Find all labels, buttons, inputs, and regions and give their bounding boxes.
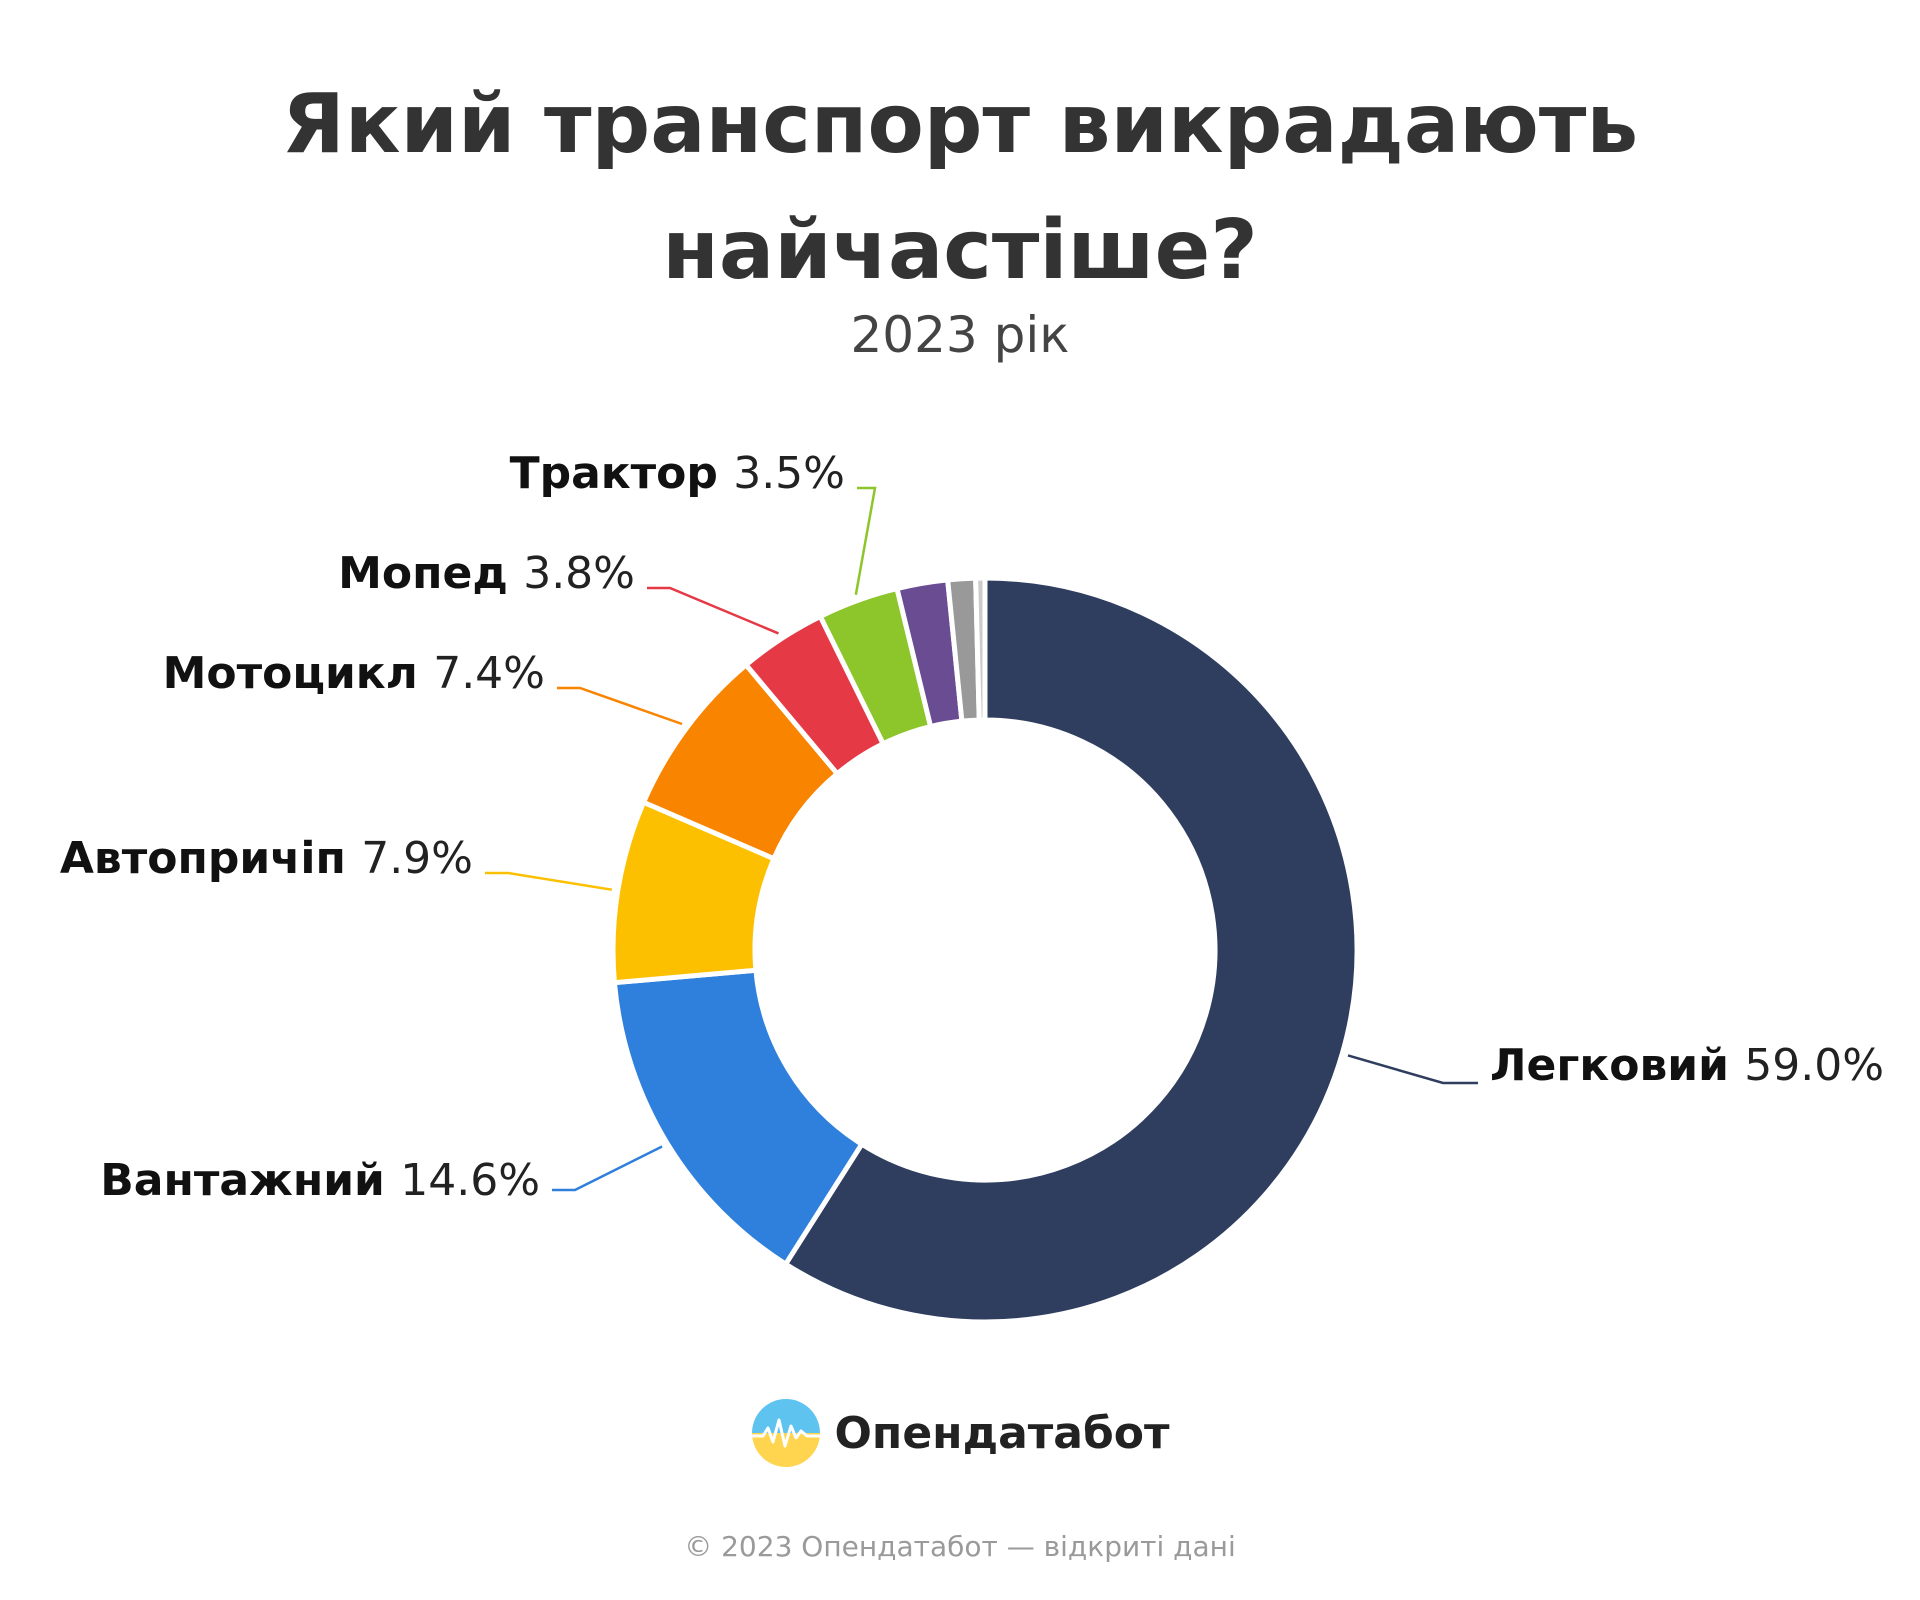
slice-label-name: Мопед: [338, 548, 523, 599]
slice-label-value: 7.4%: [433, 648, 545, 699]
chart-subtitle: 2023 рік: [850, 306, 1070, 364]
slice-label-легковий: Легковий 59.0%: [1490, 1040, 1884, 1091]
slice-label-name: Мотоцикл: [163, 648, 434, 699]
donut-slices: [610, 575, 1360, 1325]
donut-slice-вантажний: [611, 967, 865, 1267]
slice-label-name: Легковий: [1490, 1040, 1744, 1091]
chart-title: Який транспорт викрадають найчастіше?: [0, 62, 1920, 314]
slice-label-value: 3.8%: [523, 548, 635, 599]
slice-label-value: 3.5%: [733, 448, 845, 499]
slice-label-name: Автопричіп: [60, 833, 361, 884]
leader-line-вантажний: [552, 1145, 663, 1192]
slice-label-автопричіп: Автопричіп 7.9%: [60, 833, 473, 884]
leader-line-автопричіп: [485, 871, 613, 891]
slice-label-value: 59.0%: [1744, 1040, 1884, 1091]
chart-title-line-1: Який транспорт викрадають: [281, 77, 1639, 172]
slice-label-вантажний: Вантажний 14.6%: [100, 1155, 540, 1206]
slice-label-value: 7.9%: [361, 833, 473, 884]
leader-line-легковий: [1347, 1054, 1478, 1085]
brand-name: Опендатабот: [834, 1407, 1170, 1459]
slice-labels: Легковий 59.0% Вантажний 14.6% Автопричіп …: [60, 448, 1884, 1206]
donut-slice-легковий: [783, 575, 1360, 1325]
brand: Опендатабот: [0, 1398, 1920, 1468]
donut-slice-other-8: [973, 575, 988, 723]
slice-label-мопед: Мопед 3.8%: [338, 548, 635, 599]
slice-label-мотоцикл: Мотоцикл 7.4%: [163, 648, 545, 699]
leader-line-мопед: [647, 586, 779, 635]
opendatabot-logo-icon: [751, 1399, 820, 1467]
copyright-text: © 2023 Опендатабот — відкриті дані: [684, 1530, 1236, 1563]
slice-label-name: Вантажний: [100, 1155, 400, 1206]
leader-line-мотоцикл: [557, 686, 683, 726]
slice-label-трактор: Трактор 3.5%: [510, 448, 845, 499]
chart-title-line-2: найчастіше?: [662, 203, 1258, 298]
leader-line-трактор: [854, 486, 877, 595]
leader-lines: [485, 486, 1478, 1192]
slice-label-value: 14.6%: [400, 1155, 540, 1206]
slice-label-name: Трактор: [510, 448, 734, 499]
